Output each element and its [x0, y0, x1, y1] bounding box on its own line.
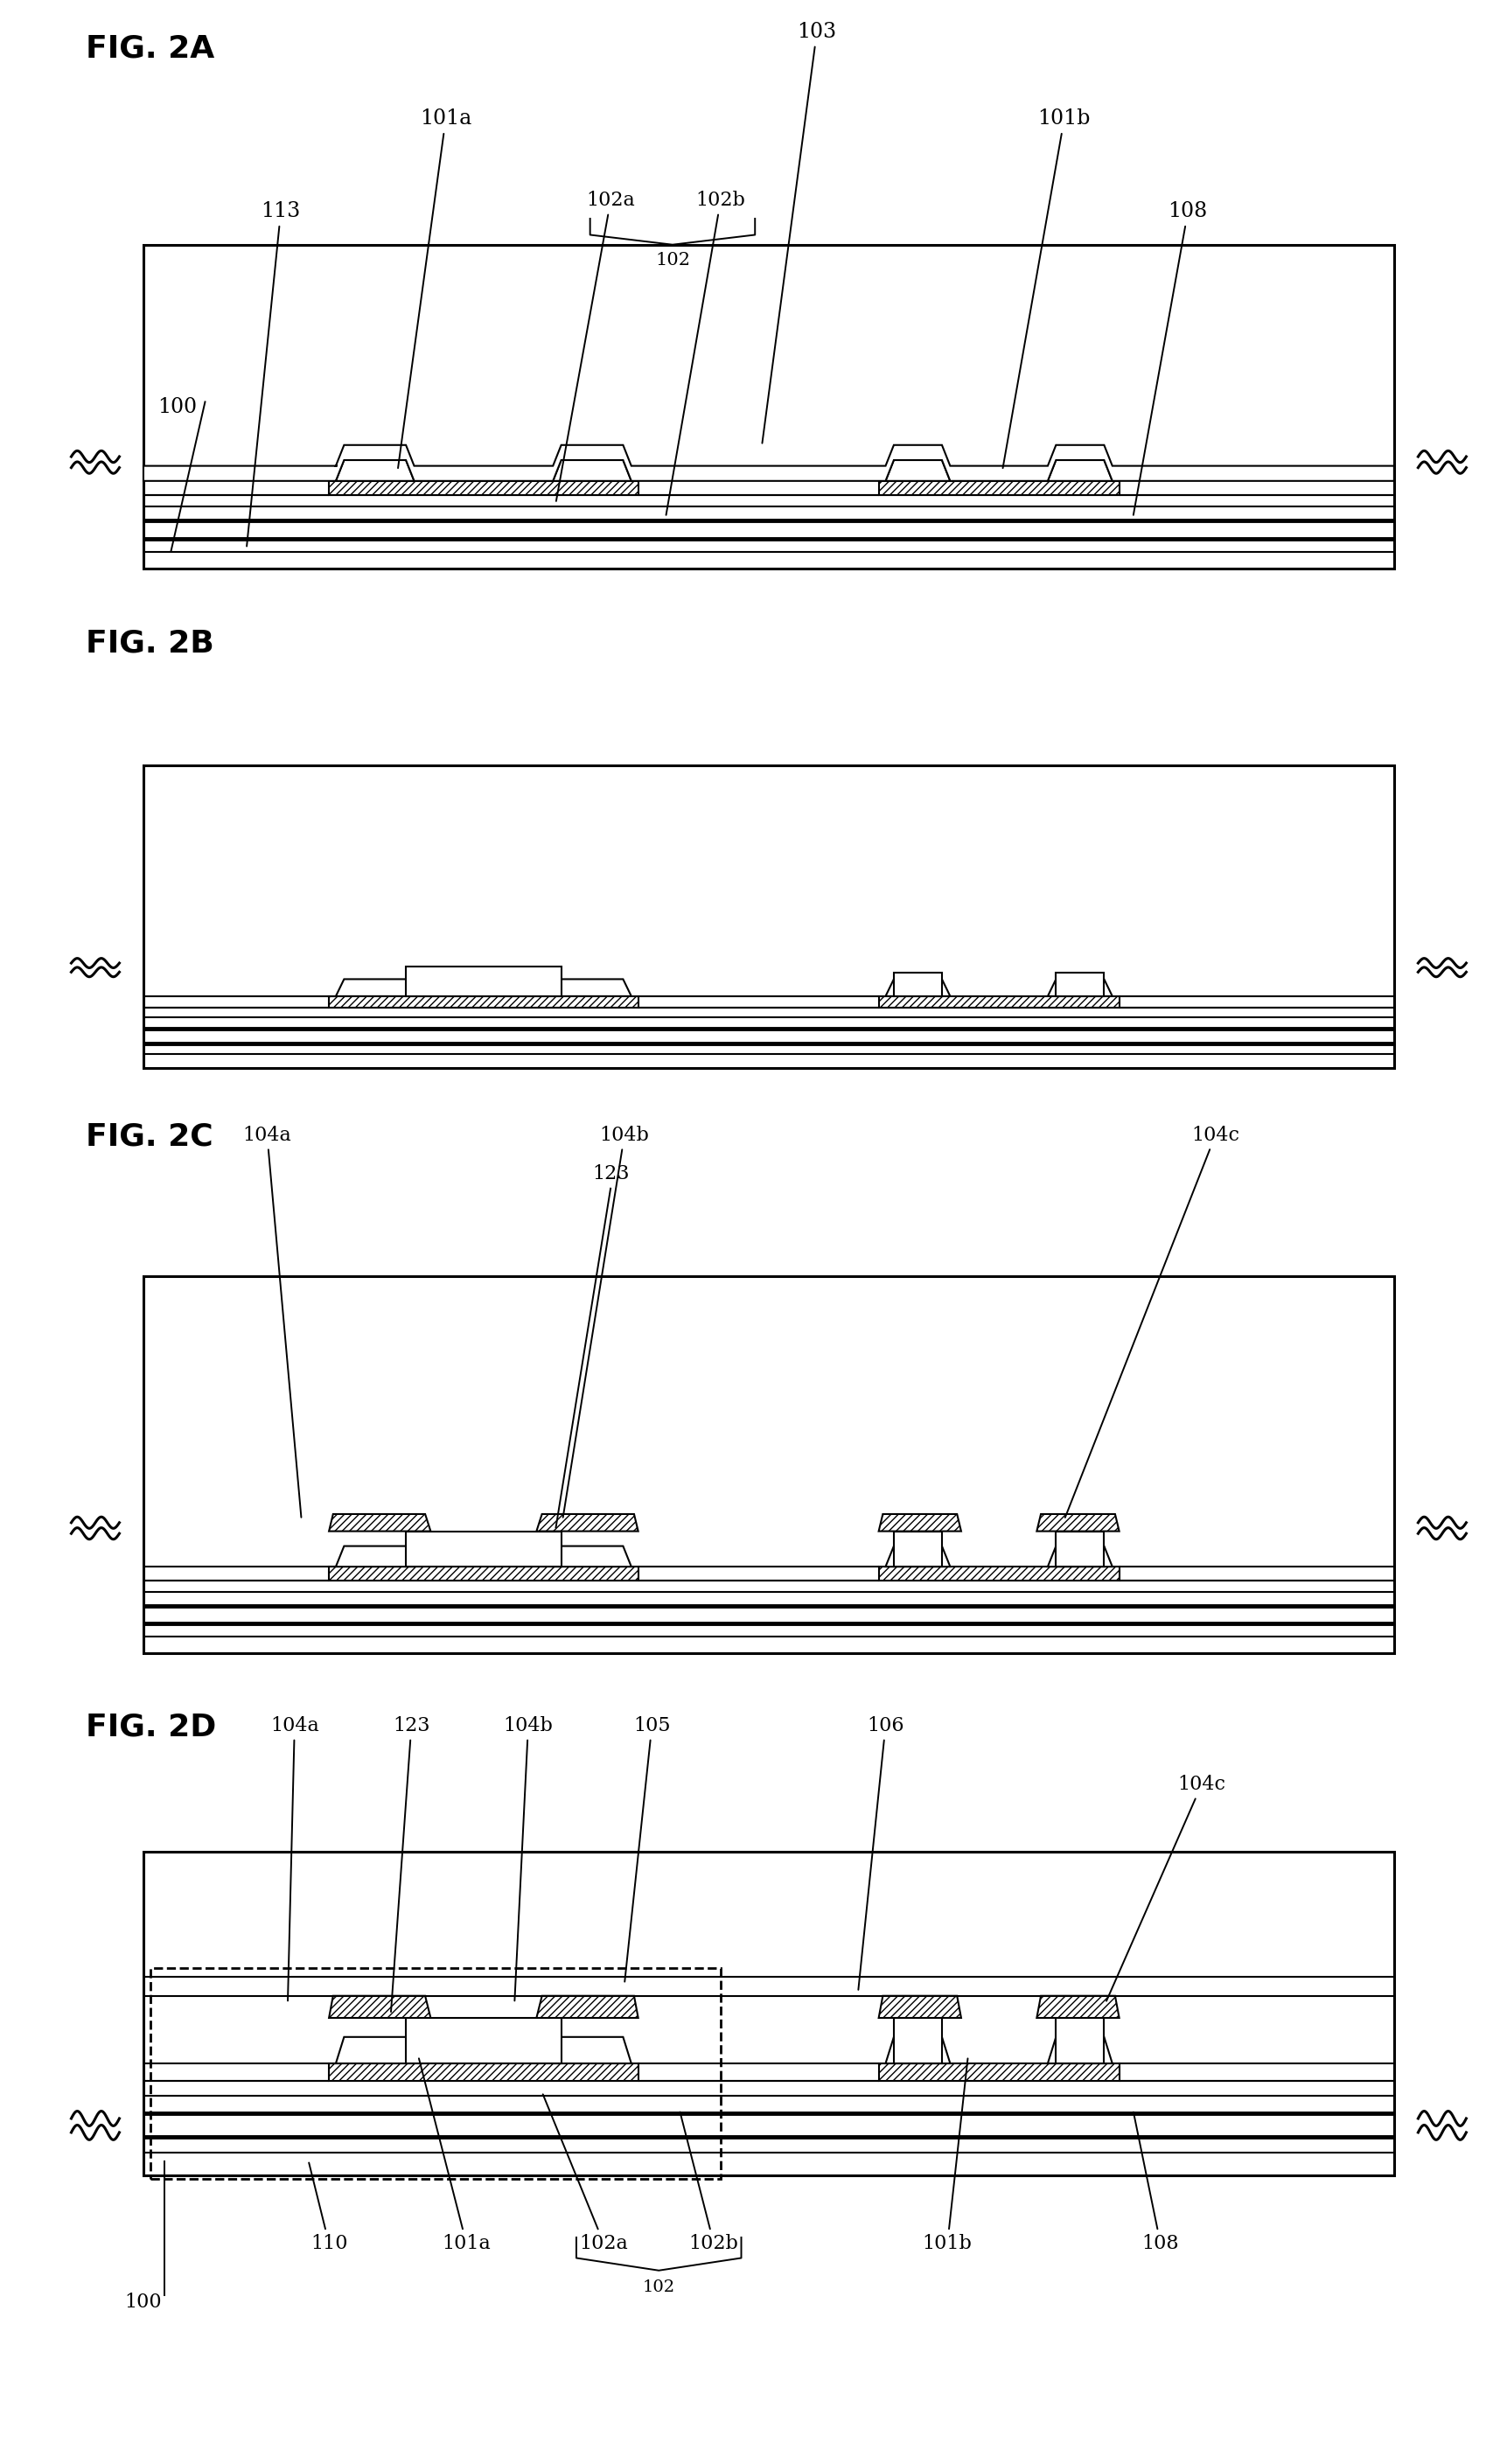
Bar [893, 973, 942, 995]
Text: 104b: 104b [503, 1715, 552, 2001]
Bar [143, 1853, 1393, 2176]
Polygon shape [328, 995, 638, 1008]
Polygon shape [878, 1513, 960, 1530]
Text: 104c: 104c [1065, 1126, 1239, 1518]
Text: FIG. 2B: FIG. 2B [85, 628, 213, 658]
Polygon shape [878, 995, 1118, 1008]
Polygon shape [1047, 978, 1112, 995]
Polygon shape [885, 1545, 950, 1567]
Bar [143, 244, 1393, 569]
Polygon shape [552, 1545, 632, 1567]
Polygon shape [328, 2062, 638, 2082]
Text: FIG. 2C: FIG. 2C [85, 1121, 213, 1151]
Text: 113: 113 [246, 202, 300, 547]
Text: 101b: 101b [1002, 108, 1090, 468]
Text: 123: 123 [391, 1715, 430, 2011]
Text: 123: 123 [591, 1163, 629, 1183]
Polygon shape [878, 480, 1118, 495]
Text: FIG. 2A: FIG. 2A [85, 34, 215, 64]
Polygon shape [1036, 1996, 1118, 2018]
Polygon shape [552, 978, 632, 995]
Bar [143, 1276, 1393, 1653]
Polygon shape [878, 1996, 960, 2018]
Polygon shape [1047, 1545, 1112, 1567]
Polygon shape [536, 1996, 638, 2018]
Text: 102b: 102b [679, 2112, 738, 2252]
Polygon shape [878, 2062, 1118, 2082]
Text: 108: 108 [1133, 2112, 1178, 2252]
Polygon shape [336, 978, 414, 995]
Text: 101a: 101a [418, 2057, 491, 2252]
Bar [1056, 1530, 1103, 1567]
Bar [406, 2018, 561, 2062]
Text: 101a: 101a [397, 108, 472, 468]
Text: 100: 100 [125, 2292, 161, 2311]
Text: 105: 105 [624, 1715, 670, 1981]
Bar [406, 1530, 561, 1567]
Text: FIG. 2D: FIG. 2D [85, 1712, 216, 1742]
Polygon shape [328, 1567, 638, 1579]
Polygon shape [885, 978, 950, 995]
Polygon shape [336, 2038, 414, 2062]
Text: 102: 102 [642, 2279, 675, 2294]
Polygon shape [328, 480, 638, 495]
Text: 104b: 104b [563, 1126, 649, 1518]
Polygon shape [143, 446, 1393, 480]
Polygon shape [1047, 2038, 1112, 2062]
Polygon shape [885, 2038, 950, 2062]
Polygon shape [878, 1567, 1118, 1579]
Text: 103: 103 [761, 22, 836, 444]
Polygon shape [328, 1996, 430, 2018]
Text: 106: 106 [858, 1715, 903, 1991]
Text: 102: 102 [654, 251, 690, 269]
Bar [151, 1969, 720, 2178]
Text: 104c: 104c [1106, 1774, 1226, 2001]
Text: 104a: 104a [242, 1126, 302, 1518]
Text: 104a: 104a [270, 1715, 320, 2001]
Text: 101b: 101b [923, 2057, 972, 2252]
Polygon shape [336, 1545, 414, 1567]
Polygon shape [336, 461, 414, 480]
Bar [1056, 2018, 1103, 2062]
Text: 108: 108 [1133, 202, 1206, 515]
Text: 100: 100 [157, 397, 197, 416]
Text: 102b: 102b [666, 190, 745, 515]
Polygon shape [1047, 461, 1112, 480]
Bar [143, 766, 1393, 1067]
Polygon shape [1036, 1513, 1118, 1530]
Polygon shape [536, 1513, 638, 1530]
Polygon shape [885, 461, 950, 480]
Bar [1056, 973, 1103, 995]
Polygon shape [328, 1513, 430, 1530]
Bar [406, 966, 561, 995]
Text: 102a: 102a [555, 190, 635, 500]
Bar [893, 2018, 942, 2062]
Bar [893, 1530, 942, 1567]
Text: 110: 110 [309, 2163, 348, 2252]
Polygon shape [552, 461, 632, 480]
Polygon shape [552, 2038, 632, 2062]
Text: 102a: 102a [542, 2094, 629, 2252]
